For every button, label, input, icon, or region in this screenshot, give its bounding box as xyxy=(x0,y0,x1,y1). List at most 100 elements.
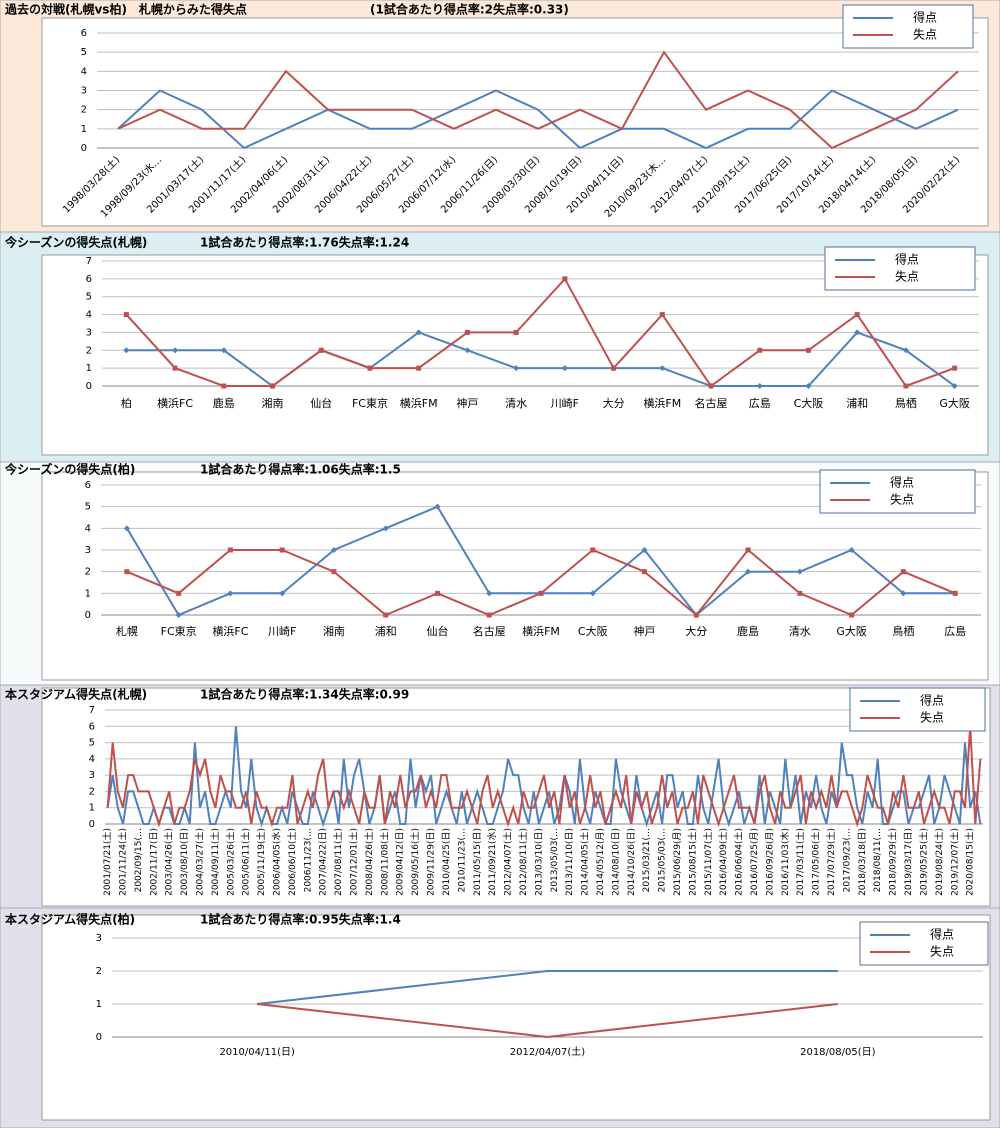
x-tick-label: 2015/06/29(月) xyxy=(672,828,683,896)
x-tick-label: 2003/08/10(日) xyxy=(179,828,190,896)
chart-subtitle: 1試合あたり得点率:1.06失点率:1.5 xyxy=(200,462,401,477)
x-tick-label: 大分 xyxy=(603,396,625,410)
marker xyxy=(434,590,440,596)
legend-label: 失点 xyxy=(895,269,919,284)
x-tick-label: 鳥栖 xyxy=(895,396,917,410)
marker xyxy=(172,347,179,354)
x-tick-label: 2008/11/08(土) xyxy=(378,828,390,896)
y-tick-label: 0 xyxy=(96,1032,102,1043)
x-tick-label: 2016/11/03(木) xyxy=(779,828,791,896)
y-tick-label: 3 xyxy=(96,933,102,944)
y-tick-label: 4 xyxy=(89,754,95,765)
marker xyxy=(693,612,699,618)
marker xyxy=(220,347,227,354)
marker xyxy=(805,383,812,389)
x-tick-label: 2019/03/17(日) xyxy=(903,828,914,896)
x-tick-label: 2013/11/10(日) xyxy=(564,828,575,896)
marker xyxy=(172,365,178,371)
y-tick-label: 5 xyxy=(89,738,95,749)
x-tick-label: 2016/07/25(月) xyxy=(749,828,760,896)
x-tick-label: G大阪 xyxy=(939,396,970,410)
x-tick-label: 2005/03/26(土) xyxy=(224,828,236,896)
x-tick-label: 鹿島 xyxy=(213,396,235,410)
marker xyxy=(589,590,596,597)
marker xyxy=(279,547,285,553)
y-tick-label: 3 xyxy=(86,327,92,338)
x-tick-label: 2017/05/06(土) xyxy=(810,828,822,896)
marker xyxy=(900,590,907,597)
y-tick-label: 0 xyxy=(86,381,92,392)
chart-subtitle: 1試合あたり得点率:0.95失点率:1.4 xyxy=(200,912,401,927)
x-tick-label: 2011/05/15(日) xyxy=(472,828,483,896)
x-tick-label: 2010/11/23(… xyxy=(457,828,467,892)
marker xyxy=(590,547,596,553)
x-tick-label: 2004/09/11(土) xyxy=(209,828,221,896)
y-tick-label: 6 xyxy=(81,28,87,39)
x-tick-label: 2018/08/11(… xyxy=(873,828,883,892)
x-tick-label: 2009/04/12(日) xyxy=(395,828,406,896)
x-tick-label: 2017/09/23(… xyxy=(842,828,852,892)
x-tick-label: 2006/04/05(水) xyxy=(271,828,283,896)
marker xyxy=(745,568,752,575)
marker xyxy=(513,365,520,372)
marker xyxy=(464,329,470,335)
x-tick-label: 2018/08/05(日) xyxy=(800,1047,876,1058)
marker xyxy=(659,365,666,372)
legend-label: 得点 xyxy=(890,475,914,490)
x-tick-label: 2006/11/23(… xyxy=(303,828,313,892)
y-tick-label: 5 xyxy=(86,292,92,303)
legend-box xyxy=(824,246,976,291)
x-tick-label: C大阪 xyxy=(794,396,824,410)
chart-title: 過去の対戦(札幌vs柏) 札幌からみた得失点 xyxy=(4,2,247,17)
x-tick-label: 2020/08/15(土) xyxy=(964,828,976,896)
x-tick-label: 札幌 xyxy=(116,624,138,638)
marker xyxy=(318,347,324,353)
x-tick-label: 2005/11/19(土) xyxy=(255,828,267,896)
x-tick-label: 2012/08/11(土) xyxy=(517,828,529,896)
y-tick-label: 5 xyxy=(81,47,87,58)
marker xyxy=(464,347,471,354)
x-tick-label: 横浜FM xyxy=(522,624,560,638)
y-tick-label: 2 xyxy=(85,567,91,578)
x-tick-label: 浦和 xyxy=(375,625,397,638)
x-tick-label: 2010/04/11(日) xyxy=(219,1047,295,1058)
marker xyxy=(330,547,337,553)
y-tick-label: 7 xyxy=(89,705,95,716)
x-tick-label: 2014/08/10(日) xyxy=(610,828,621,896)
y-tick-label: 7 xyxy=(86,256,92,267)
marker xyxy=(486,590,493,597)
x-tick-label: 仙台 xyxy=(426,624,448,638)
x-tick-label: C大阪 xyxy=(578,624,608,638)
x-tick-label: 横浜FC xyxy=(212,624,248,638)
x-tick-label: 柏 xyxy=(121,396,132,410)
x-tick-label: 2017/07/29(土) xyxy=(825,828,837,896)
legend-label: 得点 xyxy=(930,927,954,942)
y-tick-label: 1 xyxy=(85,588,91,599)
x-tick-label: 2013/05/03(… xyxy=(550,828,560,892)
chart-title: 本スタジアム得失点(柏) xyxy=(5,912,135,927)
x-tick-label: 2004/03/27(土) xyxy=(193,828,205,896)
x-tick-label: 横浜FC xyxy=(157,396,193,410)
x-tick-label: G大阪 xyxy=(836,624,867,638)
marker xyxy=(952,590,958,596)
marker xyxy=(270,383,276,389)
x-tick-label: 2007/08/11(土) xyxy=(332,828,344,896)
marker xyxy=(175,612,182,618)
y-tick-label: 3 xyxy=(81,86,87,97)
x-tick-label: 横浜FM xyxy=(643,396,681,410)
marker xyxy=(952,365,958,371)
legend-label: 得点 xyxy=(895,252,919,267)
x-tick-label: 2019/05/25(土) xyxy=(917,828,929,896)
x-tick-label: 鹿島 xyxy=(737,624,759,638)
x-tick-label: 横浜FM xyxy=(400,396,438,410)
x-tick-label: 川崎F xyxy=(551,396,579,410)
x-tick-label: 2017/03/11(土) xyxy=(794,828,806,896)
x-tick-label: 神戸 xyxy=(456,396,478,410)
marker xyxy=(848,547,855,553)
x-tick-label: 2001/07/21(土) xyxy=(101,828,113,896)
y-tick-label: 1 xyxy=(86,363,92,374)
marker xyxy=(279,590,286,597)
x-tick-label: 2014/04/05(土) xyxy=(579,828,591,896)
y-tick-label: 2 xyxy=(89,786,95,797)
x-tick-label: 2009/05/16(土) xyxy=(409,828,421,896)
